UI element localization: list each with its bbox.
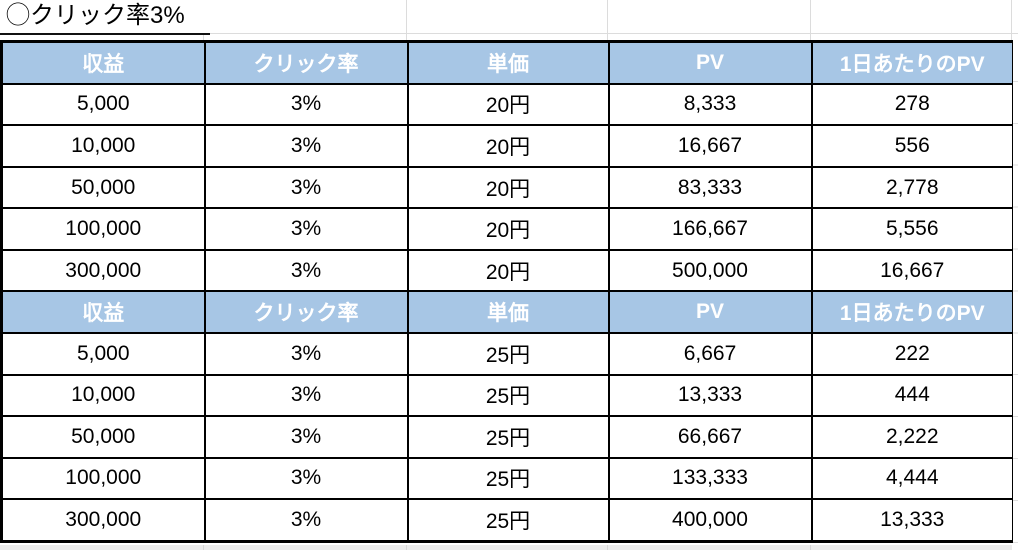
cell-pv[interactable]: 500,000: [607, 248, 813, 293]
table-row: 50,000 3% 25円 66,667 2,222: [0, 415, 1015, 459]
table-row: 300,000 3% 25円 400,000 13,333: [0, 498, 1015, 543]
cell-click-rate[interactable]: 3%: [203, 456, 409, 501]
table-row: 10,000 3% 25円 13,333 444: [0, 373, 1015, 418]
cell-daily-pv[interactable]: 16,667: [810, 248, 1015, 293]
column-header-pv[interactable]: PV: [607, 40, 813, 85]
cell-daily-pv[interactable]: 278: [810, 82, 1015, 127]
cell-daily-pv[interactable]: 444: [810, 373, 1015, 418]
column-header-unit-price[interactable]: 単価: [406, 290, 610, 334]
pv-calculation-table: 収益 クリック率 単価 PV 1日あたりのPV 5,000 3% 20円 8,3…: [0, 40, 1015, 543]
cell-pv[interactable]: 83,333: [607, 165, 813, 210]
cell-click-rate[interactable]: 3%: [203, 207, 409, 251]
cell-pv[interactable]: 66,667: [607, 415, 813, 459]
gridline-vertical: [810, 0, 811, 40]
cell-daily-pv[interactable]: 13,333: [810, 498, 1015, 543]
gridline-vertical: [406, 545, 407, 550]
cell-revenue[interactable]: 10,000: [0, 373, 206, 418]
below-table-strip: [0, 545, 1012, 550]
table-row: 300,000 3% 20円 500,000 16,667: [0, 248, 1015, 293]
cell-revenue[interactable]: 50,000: [0, 165, 206, 210]
cell-revenue[interactable]: 300,000: [0, 248, 206, 293]
cell-unit-price[interactable]: 25円: [406, 498, 610, 543]
cell-unit-price[interactable]: 25円: [406, 456, 610, 501]
cell-unit-price[interactable]: 20円: [406, 207, 610, 251]
cell-click-rate[interactable]: 3%: [203, 415, 409, 459]
cell-revenue[interactable]: 300,000: [0, 498, 206, 543]
gridline-horizontal: [204, 33, 1018, 34]
header-row: 収益 クリック率 単価 PV 1日あたりのPV: [0, 290, 1015, 334]
cell-pv[interactable]: 16,667: [607, 124, 813, 168]
cell-unit-price[interactable]: 20円: [406, 165, 610, 210]
cell-daily-pv[interactable]: 556: [810, 124, 1015, 168]
table-row: 50,000 3% 20円 83,333 2,778: [0, 165, 1015, 210]
cell-click-rate[interactable]: 3%: [203, 248, 409, 293]
table-row: 100,000 3% 20円 166,667 5,556: [0, 207, 1015, 251]
cell-daily-pv[interactable]: 2,778: [810, 165, 1015, 210]
cell-pv[interactable]: 133,333: [607, 456, 813, 501]
cell-daily-pv[interactable]: 5,556: [810, 207, 1015, 251]
table-row: 100,000 3% 25円 133,333 4,444: [0, 456, 1015, 501]
column-header-revenue[interactable]: 収益: [0, 40, 206, 85]
gridline-vertical: [203, 545, 204, 550]
column-header-daily-pv[interactable]: 1日あたりのPV: [810, 40, 1015, 85]
cell-unit-price[interactable]: 20円: [406, 124, 610, 168]
sheet-title-cell[interactable]: ◯クリック率3%: [0, 0, 210, 35]
cell-revenue[interactable]: 100,000: [0, 207, 206, 251]
cell-daily-pv[interactable]: 2,222: [810, 415, 1015, 459]
cell-revenue[interactable]: 10,000: [0, 124, 206, 168]
cell-daily-pv[interactable]: 222: [810, 331, 1015, 376]
table-row: 5,000 3% 20円 8,333 278: [0, 82, 1015, 127]
gridline-vertical: [607, 545, 608, 550]
column-header-revenue[interactable]: 収益: [0, 290, 206, 334]
cell-pv[interactable]: 400,000: [607, 498, 813, 543]
cell-click-rate[interactable]: 3%: [203, 331, 409, 376]
cell-unit-price[interactable]: 20円: [406, 248, 610, 293]
cell-unit-price[interactable]: 25円: [406, 415, 610, 459]
cell-unit-price[interactable]: 25円: [406, 373, 610, 418]
column-header-click-rate[interactable]: クリック率: [203, 40, 409, 85]
cell-unit-price[interactable]: 25円: [406, 331, 610, 376]
gridline-vertical: [406, 0, 407, 40]
table-row: 5,000 3% 25円 6,667 222: [0, 331, 1015, 376]
cell-unit-price[interactable]: 20円: [406, 82, 610, 127]
gridline-vertical: [607, 0, 608, 40]
cell-pv[interactable]: 6,667: [607, 331, 813, 376]
column-header-click-rate[interactable]: クリック率: [203, 290, 409, 334]
cell-pv[interactable]: 8,333: [607, 82, 813, 127]
table-row: 10,000 3% 20円 16,667 556: [0, 124, 1015, 168]
sheet-title: ◯クリック率3%: [6, 2, 185, 29]
gridline-vertical: [810, 545, 811, 550]
cell-click-rate[interactable]: 3%: [203, 498, 409, 543]
cell-click-rate[interactable]: 3%: [203, 82, 409, 127]
cell-click-rate[interactable]: 3%: [203, 124, 409, 168]
cell-daily-pv[interactable]: 4,444: [810, 456, 1015, 501]
cell-revenue[interactable]: 5,000: [0, 331, 206, 376]
right-of-table-strip: [1013, 40, 1018, 543]
cell-revenue[interactable]: 50,000: [0, 415, 206, 459]
cell-pv[interactable]: 166,667: [607, 207, 813, 251]
gridline-vertical: [1011, 0, 1012, 40]
cell-revenue[interactable]: 5,000: [0, 82, 206, 127]
cell-click-rate[interactable]: 3%: [203, 373, 409, 418]
cell-revenue[interactable]: 100,000: [0, 456, 206, 501]
column-header-unit-price[interactable]: 単価: [406, 40, 610, 85]
cell-click-rate[interactable]: 3%: [203, 165, 409, 210]
header-row: 収益 クリック率 単価 PV 1日あたりのPV: [0, 40, 1015, 85]
cell-pv[interactable]: 13,333: [607, 373, 813, 418]
column-header-pv[interactable]: PV: [607, 290, 813, 334]
column-header-daily-pv[interactable]: 1日あたりのPV: [810, 290, 1015, 334]
